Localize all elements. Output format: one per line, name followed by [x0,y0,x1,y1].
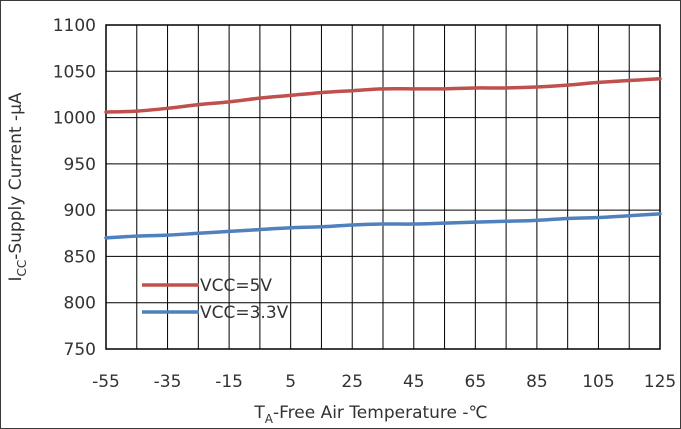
y-tick-label: 900 [64,201,96,221]
x-tick-label: 25 [341,372,363,392]
x-tick-label: 125 [644,372,676,392]
x-tick-label: 105 [582,372,614,392]
x-tick-label: -55 [92,372,120,392]
y-tick-label: 1000 [53,109,96,129]
x-tick-label: -15 [215,372,243,392]
legend: VCC=5V VCC=3.3V [142,276,289,323]
x-tick-label: 45 [403,372,425,392]
plot-grid [105,24,661,350]
y-tick-label: 1050 [53,62,96,82]
series-line-0 [104,76,662,114]
x-tick-label: 5 [285,372,296,392]
y-tick-label: 800 [64,294,96,314]
y-axis-title: ICC-Supply Current -µA [6,92,29,281]
x-tick-label: 85 [526,372,548,392]
x-tick-label: 65 [465,372,487,392]
legend-label-1: VCC=3.3V [200,303,289,323]
y-tick-label: 850 [64,247,96,267]
series-line-1 [104,212,662,240]
y-tick-label: 1100 [53,16,96,36]
y-tick-label: 950 [64,155,96,175]
x-tick-label: -35 [154,372,182,392]
series-lines [104,76,662,240]
x-tick-labels: -55 -35 -15 5 25 45 65 85 105 125 [92,372,676,392]
y-tick-label: 750 [64,340,96,360]
legend-label-0: VCC=5V [200,276,272,296]
x-axis-title: TA-Free Air Temperature -℃ [253,403,487,426]
y-tick-labels: 750 800 850 900 950 1000 1050 1100 [53,16,96,360]
